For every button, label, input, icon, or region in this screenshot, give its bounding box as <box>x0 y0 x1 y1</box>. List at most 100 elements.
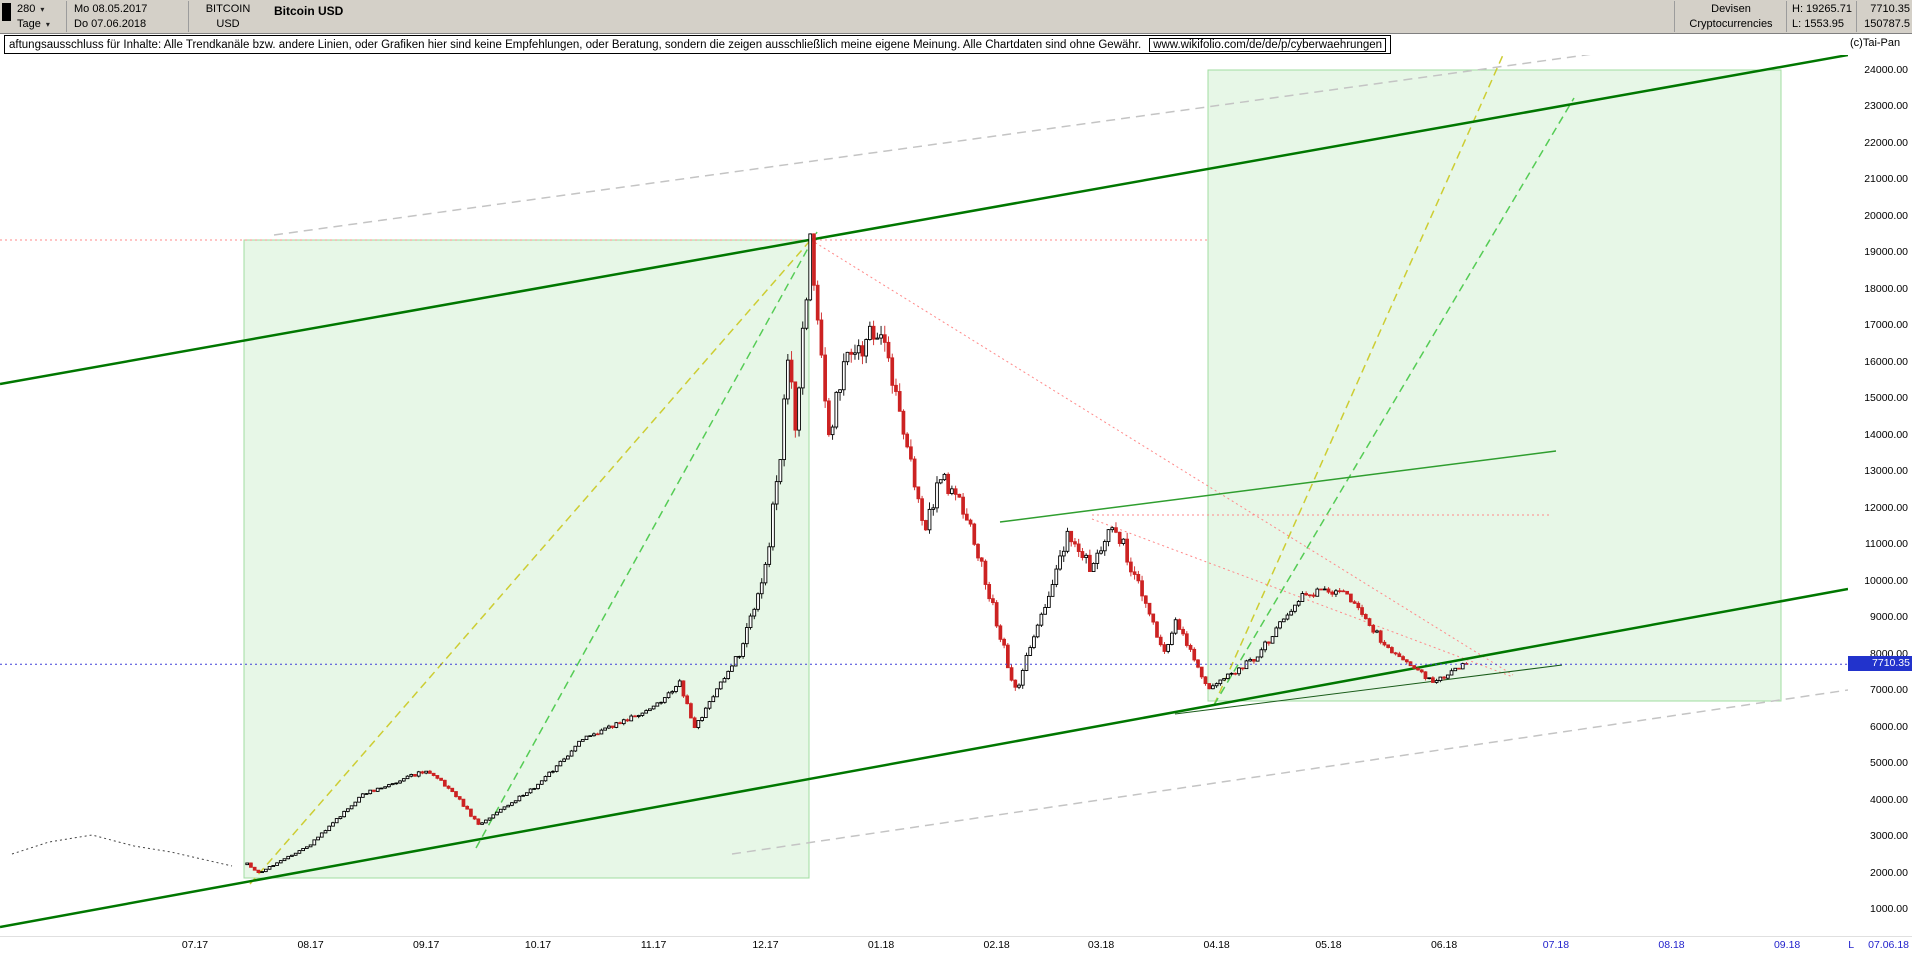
support-dark-thin <box>1174 664 1563 715</box>
candle-body <box>282 858 287 862</box>
candle-body <box>875 337 880 340</box>
candle-body <box>1032 636 1036 649</box>
candle-body <box>845 351 850 363</box>
candle-body <box>1449 670 1454 676</box>
toolbar: 280 ▾ Tage ▾ Mo 08.05.2017 Do 07.06.2018 B… <box>0 0 1912 34</box>
y-axis-label: 20000.00 <box>1864 209 1908 222</box>
candle-body <box>1460 663 1465 670</box>
candle-body <box>674 686 678 692</box>
candle-body <box>1121 538 1126 544</box>
trend-green-dashed-2 <box>1213 97 1575 706</box>
candle-body <box>897 391 902 412</box>
candle-body <box>387 784 391 788</box>
x-axis-label: 12.17 <box>752 939 779 951</box>
candle-body <box>1453 667 1458 672</box>
candle-body <box>293 852 298 856</box>
last-price-value: 7710.35 <box>1870 3 1910 15</box>
candle-body <box>308 844 313 848</box>
x-axis-label: 08.17 <box>297 939 324 951</box>
candle-body <box>532 788 537 790</box>
candle-body <box>1296 601 1301 606</box>
candle-body <box>812 233 816 286</box>
candle-body <box>1289 610 1294 616</box>
candle-body <box>1304 593 1308 596</box>
candle-body <box>938 479 943 484</box>
y-axis-label: 19000.00 <box>1864 246 1908 259</box>
candle-body <box>1434 680 1439 683</box>
price-axis: 24000.00 23000.00 22000.00 21000.00 20000.00… <box>1848 0 1912 952</box>
candle-body <box>998 625 1003 640</box>
candle-body <box>1061 550 1066 557</box>
candle-body <box>752 608 757 617</box>
candle-body <box>491 814 496 819</box>
projection-box-1 <box>243 239 810 879</box>
candle-body <box>629 715 634 722</box>
candle-body <box>618 722 622 725</box>
candle-body <box>659 701 663 704</box>
candle-body <box>1125 538 1129 563</box>
time-axis: L 07.06.18 07.17 08.17 09.17 10.17 11.17 12.17… <box>0 936 1912 953</box>
candle-body <box>580 739 585 742</box>
last-date-marker: L 07.06.18 <box>1848 939 1909 951</box>
candle-body <box>1013 679 1018 688</box>
y-axis-label: 23000.00 <box>1864 100 1908 113</box>
candle-body <box>342 810 346 818</box>
candle-body <box>1382 641 1387 646</box>
candle-body <box>1005 644 1010 669</box>
candle-body <box>793 381 798 431</box>
y-axis-label: 1000.00 <box>1870 903 1908 915</box>
candle-body <box>871 325 876 340</box>
candle-body <box>882 334 887 343</box>
candle-body <box>685 695 690 705</box>
candle-body <box>349 805 354 810</box>
y-axis-label: 15000.00 <box>1864 392 1908 405</box>
candle-body <box>979 557 984 562</box>
disclaimer-link[interactable]: www.wikifolio.com/de/de/p/cyberwaehrunge… <box>1149 37 1387 52</box>
candle-body <box>1337 590 1342 593</box>
candle-body <box>1211 685 1215 690</box>
date-from-field[interactable]: Mo 08.05.2017 <box>74 3 148 15</box>
candle-body <box>767 546 772 565</box>
candle-body <box>1397 653 1402 658</box>
candle-body <box>1457 667 1461 670</box>
candle-body <box>834 391 839 428</box>
candle-body <box>1266 641 1271 644</box>
candle-body <box>364 793 369 795</box>
candle-body <box>428 770 432 774</box>
candle-body <box>733 656 738 667</box>
candle-body <box>420 771 425 774</box>
y-axis-label: 5000.00 <box>1870 757 1908 770</box>
candle-body <box>804 299 809 329</box>
candle-body <box>278 860 283 864</box>
candle-body <box>1255 656 1260 662</box>
candle-body <box>405 775 410 780</box>
period-value-dropdown[interactable]: 280 ▾ <box>17 2 44 17</box>
candle-body <box>644 710 649 714</box>
candle-body <box>1386 644 1391 648</box>
date-to-field[interactable]: Do 07.06.2018 <box>74 18 147 30</box>
candle-body <box>920 498 924 521</box>
candle-body <box>301 848 305 852</box>
candle-body <box>771 503 775 548</box>
candle-body <box>375 787 380 792</box>
candle-body <box>1423 671 1428 679</box>
symbol-currency: USD <box>216 18 240 30</box>
trend-yellow-dashed-1 <box>249 234 816 885</box>
candle-body <box>506 804 511 808</box>
candle-body <box>1024 654 1029 671</box>
candle-body <box>1349 593 1353 603</box>
toolbar-separator <box>188 1 189 32</box>
candle-body <box>483 819 488 824</box>
x-axis-label: 06.18 <box>1430 939 1458 951</box>
candle-body <box>1412 665 1417 669</box>
candle-body <box>1345 590 1349 595</box>
candle-body <box>357 796 361 803</box>
trend-yellow-dashed-2 <box>1213 55 1504 706</box>
candle-body <box>927 508 932 531</box>
toolbar-separator <box>1786 1 1787 32</box>
period-unit-dropdown[interactable]: Tage ▾ <box>17 17 50 32</box>
y-axis-label: 9000.00 <box>1870 611 1908 624</box>
x-axis-label: 01.18 <box>867 939 895 951</box>
candle-body <box>1106 529 1111 543</box>
